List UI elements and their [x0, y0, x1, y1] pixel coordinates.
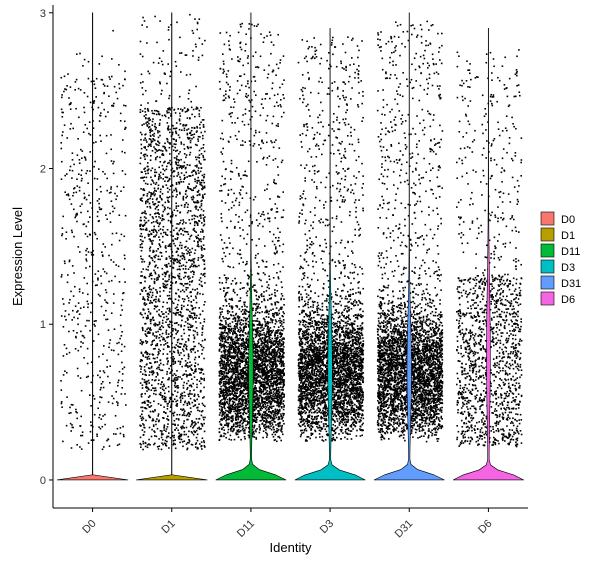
y-tick-label: 3 [40, 8, 46, 20]
x-ticks: D0 D1 D11 D3 D31 D6 [80, 508, 495, 541]
violin-d1 [136, 12, 208, 481]
axes [52, 5, 528, 509]
points-d31 [376, 20, 444, 443]
points-d1 [139, 13, 206, 451]
legend-swatch-d0 [540, 211, 555, 226]
points-d11 [218, 22, 285, 443]
legend-swatch-d6 [540, 291, 555, 306]
legend-label-d3: D3 [561, 262, 575, 274]
legend: D0 D1 D11 D3 D31 D6 [540, 211, 581, 306]
y-ticks: 0 1 2 3 [40, 8, 53, 487]
legend-label-d6: D6 [561, 294, 575, 306]
y-tick-label: 1 [40, 319, 46, 331]
violin-d11 [215, 12, 287, 481]
legend-swatch-d11 [540, 243, 555, 258]
violin-d6 [452, 28, 524, 481]
points-d6 [456, 49, 523, 448]
legend-swatch-d3 [540, 259, 555, 274]
legend-label-d1: D1 [561, 230, 575, 242]
x-tick-label-d31: D31 [393, 518, 416, 541]
legend-swatch-d31 [540, 275, 555, 290]
legend-label-d31: D31 [561, 278, 581, 290]
legend-swatch-d1 [540, 227, 555, 242]
violin-d31 [373, 12, 445, 481]
legend-label-d0: D0 [561, 214, 575, 226]
y-tick-label: 2 [40, 164, 46, 176]
legend-label-d11: D11 [561, 246, 580, 258]
x-tick-label-d0: D0 [80, 518, 98, 536]
x-tick-label-d11: D11 [235, 518, 257, 540]
x-tick-label-d6: D6 [476, 518, 494, 536]
points-d3 [297, 36, 365, 442]
violin-d3 [294, 28, 366, 481]
x-axis-title: Identity [270, 540, 312, 555]
jitter-points [60, 13, 523, 451]
points-d0 [60, 29, 127, 451]
y-axis-title: Expression Level [10, 207, 25, 306]
y-tick-label: 0 [40, 475, 46, 487]
x-tick-label-d1: D1 [159, 518, 177, 536]
x-tick-label-d3: D3 [318, 518, 336, 536]
violins [56, 12, 524, 481]
violin-d0 [56, 12, 129, 481]
